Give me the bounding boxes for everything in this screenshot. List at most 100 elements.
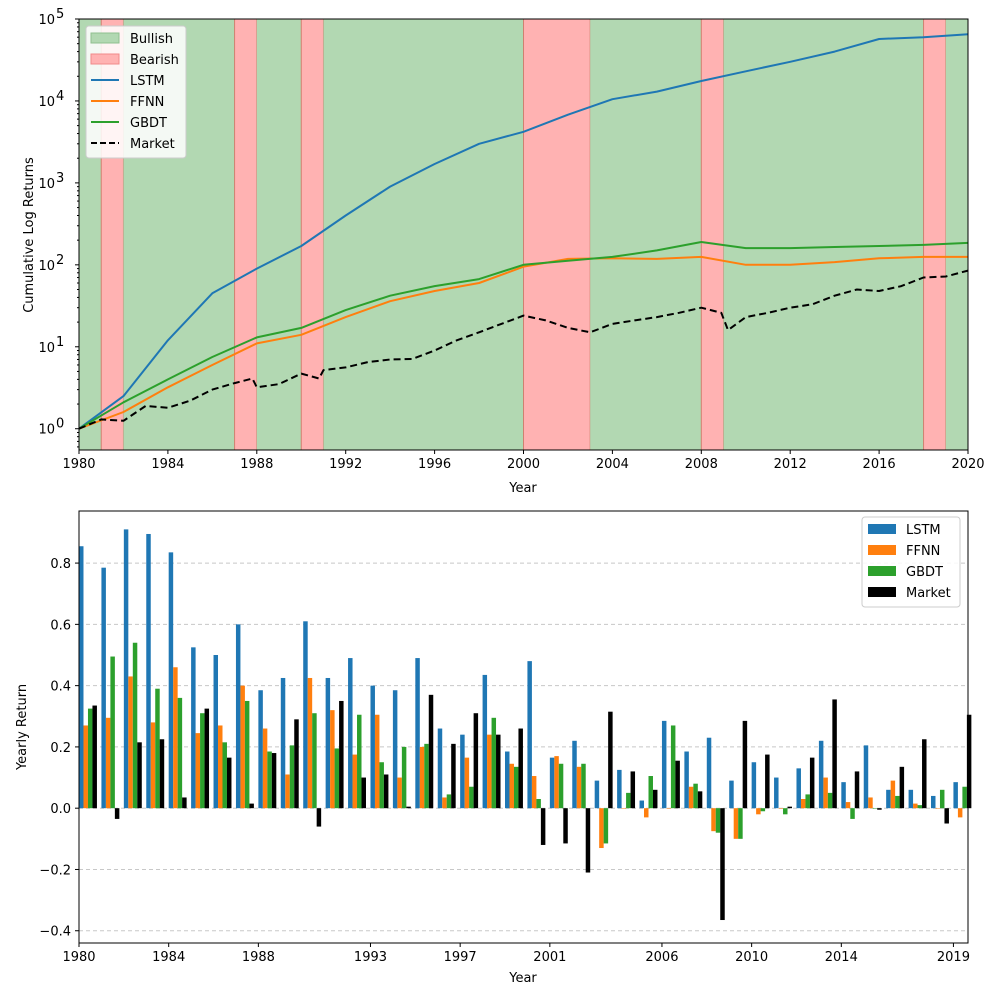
bar-gbdt <box>357 714 362 809</box>
regime-bands <box>79 18 968 451</box>
x-tick-label: 2016 <box>863 457 896 472</box>
bar-gbdt <box>850 808 855 819</box>
y-tick-label: 0.4 <box>50 680 71 695</box>
bar-ffnn <box>666 808 671 809</box>
bottom-x-ticks: 1980 1984 1988 1993 1997 2001 2006 2010 2014 2019 <box>62 943 970 965</box>
bar-gbdt <box>626 792 631 809</box>
bar-ffnn <box>688 786 694 809</box>
bar-market <box>608 711 613 809</box>
bar-lstm <box>796 768 801 809</box>
x-tick-label: 2008 <box>685 457 718 472</box>
legend-label: Bullish <box>130 32 173 47</box>
bar-lstm <box>751 762 757 809</box>
bar-gbdt <box>334 748 340 809</box>
bar-lstm <box>101 567 106 809</box>
bar-market <box>742 720 748 809</box>
x-tick-label: 1993 <box>354 950 387 965</box>
bar-ffnn <box>800 799 806 809</box>
bar-lstm <box>706 737 712 809</box>
bar-lstm <box>168 552 174 809</box>
bar-lstm <box>325 677 331 809</box>
x-tick-label: 1980 <box>62 950 95 965</box>
bar-gbdt <box>424 743 429 809</box>
bar-market <box>944 808 949 824</box>
bearish-band <box>234 18 258 451</box>
x-tick-label: 2001 <box>533 950 566 965</box>
bar-market <box>697 791 703 809</box>
bar-ffnn <box>442 797 447 809</box>
top-x-axis-label: Year <box>508 481 537 496</box>
bar-market <box>451 743 456 809</box>
bar-ffnn <box>128 676 133 809</box>
y-tick-label: 10 <box>38 13 55 28</box>
legend-label: GBDT <box>906 565 943 580</box>
x-tick-label: 1984 <box>152 950 185 965</box>
y-tick-label: 0.0 <box>50 802 71 817</box>
y-tick-exponent: 1 <box>56 335 64 350</box>
bar-ffnn <box>285 774 290 809</box>
y-tick-label: 10 <box>38 341 55 356</box>
bar-market <box>92 705 97 809</box>
bar-gbdt <box>693 783 698 809</box>
bottom-bars <box>79 529 972 921</box>
y-tick-label: 10 <box>38 259 55 274</box>
y-tick-label: −0.2 <box>39 863 71 878</box>
bar-gbdt <box>738 808 743 839</box>
series-line-ffnn <box>78 255 968 430</box>
bar-lstm <box>303 621 308 809</box>
bar-gbdt <box>132 642 138 809</box>
bar-gbdt <box>110 656 115 809</box>
bar-lstm <box>527 661 532 809</box>
bar-gbdt <box>469 786 474 809</box>
bar-ffnn <box>778 808 784 809</box>
bar-ffnn <box>397 777 402 809</box>
bar-ffnn <box>957 808 963 818</box>
legend-box <box>861 516 961 608</box>
x-tick-label: 1988 <box>240 457 273 472</box>
bar-ffnn <box>890 780 896 809</box>
legend-swatch-market <box>868 587 896 597</box>
bar-gbdt <box>312 713 317 809</box>
bar-ffnn <box>307 677 313 809</box>
bearish-band <box>523 18 591 451</box>
bar-ffnn <box>531 776 537 809</box>
bar-market <box>877 808 882 810</box>
bullish-band <box>590 19 702 450</box>
bar-market <box>630 771 636 809</box>
bar-gbdt <box>513 766 519 809</box>
bar-gbdt <box>491 717 497 809</box>
bullish-band <box>945 19 968 450</box>
bar-ffnn <box>83 725 88 809</box>
bar-lstm <box>460 734 465 809</box>
bar-market <box>496 734 501 809</box>
bar-market <box>114 808 120 819</box>
x-tick-label: 1996 <box>418 457 451 472</box>
bar-ffnn <box>464 757 470 809</box>
bar-lstm <box>617 769 622 809</box>
bar-gbdt <box>222 742 227 809</box>
bar-lstm <box>213 655 219 809</box>
legend-swatch-lstm <box>868 524 896 534</box>
bar-lstm <box>123 529 129 809</box>
top-legend: Bullish Bearish LSTM FFNN GBDT Market <box>85 25 187 159</box>
legend-label: LSTM <box>906 523 941 538</box>
bar-ffnn <box>330 710 335 809</box>
bar-lstm <box>280 677 286 809</box>
legend-label: GBDT <box>130 116 167 131</box>
bottom-chart: 1980 1984 1988 1993 1997 2001 2006 2010 2014 2019… <box>15 510 972 986</box>
bar-gbdt <box>558 763 564 809</box>
legend-swatch-bearish <box>90 53 120 65</box>
y-tick-label: 0.2 <box>50 741 71 756</box>
bar-market <box>294 719 299 809</box>
y-tick-label: 0.6 <box>50 618 71 633</box>
bar-market <box>159 739 165 809</box>
bar-ffnn <box>262 728 268 809</box>
bar-gbdt <box>581 763 586 809</box>
bar-gbdt <box>289 745 295 809</box>
bar-lstm <box>415 658 420 809</box>
series-lines <box>78 33 969 430</box>
bar-gbdt <box>805 794 810 809</box>
bar-market <box>563 808 568 844</box>
bar-ffnn <box>756 808 761 815</box>
x-tick-label: 1980 <box>62 457 95 472</box>
